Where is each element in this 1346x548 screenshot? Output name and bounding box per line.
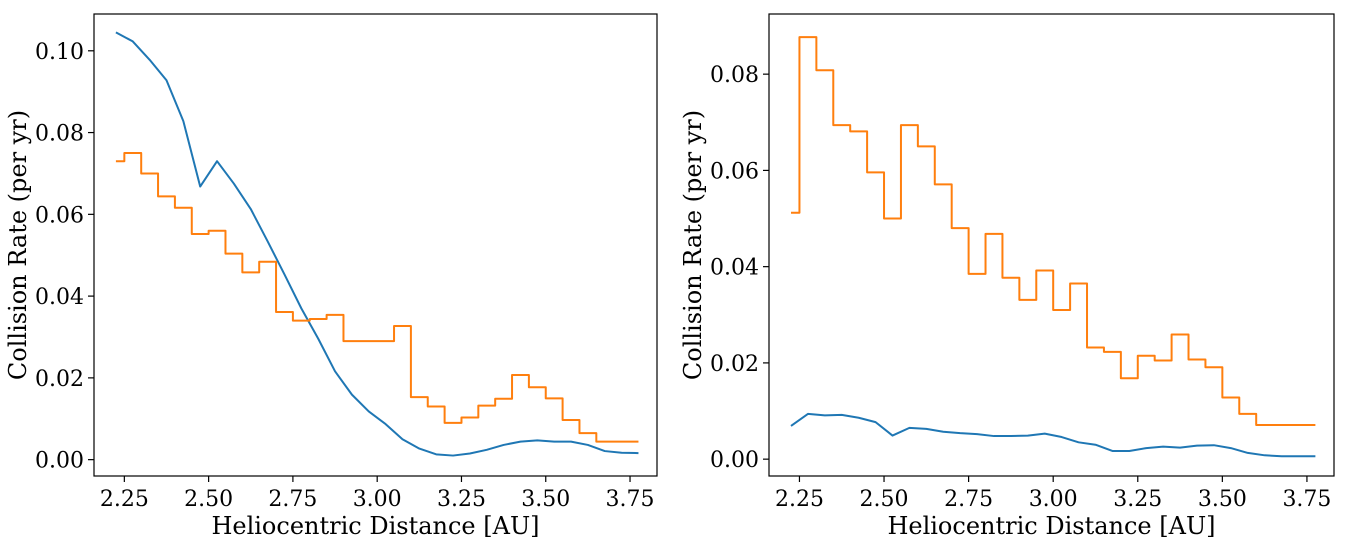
x-tick-label: 3.75 [1282, 487, 1331, 512]
x-axis-label: Heliocentric Distance [AU] [887, 512, 1215, 540]
y-axis-label: Collision Rate (per yr) [4, 110, 32, 380]
y-tick-label: 0.02 [710, 352, 759, 377]
x-tick-label: 3.00 [353, 487, 402, 512]
x-tick-label: 2.75 [944, 487, 993, 512]
right-panel: 2.25 2.50 2.75 3.00 3.25 3.50 3.75 0.00 0.02 0.04… [679, 13, 1335, 540]
series-2-line [115, 152, 639, 443]
y-tick-label: 0.02 [35, 367, 84, 392]
y-tick-label: 0.06 [710, 159, 759, 184]
series-1-line [115, 31, 639, 457]
series-1-line [790, 412, 1316, 458]
series-2-line [790, 36, 1316, 426]
y-tick-label: 0.08 [35, 122, 84, 147]
x-tick-label: 2.25 [775, 487, 824, 512]
y-tick-label: 0.04 [710, 256, 759, 281]
plot-frame [93, 13, 658, 477]
y-tick-label: 0.00 [710, 448, 759, 473]
y-tick-label: 0.10 [35, 40, 84, 65]
x-axis-label: Heliocentric Distance [AU] [211, 512, 539, 540]
left-panel: 2.25 2.50 2.75 3.00 3.25 3.50 3.75 0.00 0.02 0.04… [4, 13, 658, 540]
y-tick-label: 0.06 [35, 203, 84, 228]
x-tick-label: 3.25 [1113, 487, 1162, 512]
plot-frame [768, 13, 1335, 477]
x-tick-label: 2.50 [860, 487, 909, 512]
x-tick-label: 3.75 [606, 487, 655, 512]
x-tick-label: 3.50 [1198, 487, 1247, 512]
y-tick-label: 0.00 [35, 449, 84, 474]
y-tick-label: 0.04 [35, 285, 84, 310]
x-tick-label: 2.50 [184, 487, 233, 512]
y-tick-label: 0.08 [710, 63, 759, 88]
x-tick-label: 3.25 [437, 487, 486, 512]
x-tick-label: 3.00 [1029, 487, 1078, 512]
x-tick-label: 2.75 [268, 487, 317, 512]
x-tick-label: 3.50 [521, 487, 570, 512]
y-axis-label: Collision Rate (per yr) [679, 110, 707, 380]
x-tick-label: 2.25 [100, 487, 149, 512]
